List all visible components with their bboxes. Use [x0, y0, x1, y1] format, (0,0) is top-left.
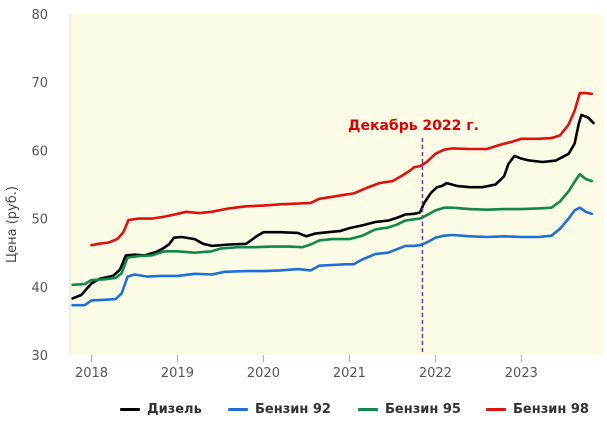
series-line-1 — [71, 206, 594, 307]
legend-swatch — [358, 408, 378, 411]
x-tick-label: 2022 — [419, 366, 452, 381]
legend-swatch — [120, 408, 140, 411]
y-tick-label: 30 — [31, 349, 48, 364]
legend-label: Бензин 98 — [513, 402, 589, 417]
x-axis-ticks: 2018 2019 2020 2021 2022 2023 — [75, 355, 538, 381]
y-axis-ticks: 30 40 50 60 70 80 — [31, 8, 48, 364]
series-line-3 — [90, 91, 594, 247]
series-line-0 — [71, 113, 595, 300]
series-line-2 — [71, 173, 594, 287]
y-tick-label: 80 — [31, 8, 48, 23]
legend-swatch — [486, 408, 506, 411]
legend-item-1: Бензин 92 — [228, 402, 331, 417]
x-tick-label: 2019 — [161, 366, 194, 381]
y-axis-label: Цена (руб.) — [5, 186, 20, 263]
x-tick-label: 2021 — [333, 366, 366, 381]
legend-item-0: Дизель — [120, 402, 202, 417]
legend-swatch — [228, 408, 248, 411]
y-tick-label: 60 — [31, 144, 48, 159]
legend-item-3: Бензин 98 — [486, 402, 589, 417]
y-tick-label: 50 — [31, 213, 48, 228]
y-tick-label: 40 — [31, 281, 48, 296]
y-tick-label: 70 — [31, 76, 48, 91]
legend-label: Бензин 95 — [385, 402, 461, 417]
plot-background — [70, 14, 603, 355]
legend-item-2: Бензин 95 — [358, 402, 461, 417]
x-tick-label: 2018 — [75, 366, 108, 381]
x-tick-label: 2020 — [247, 366, 280, 381]
series-lines — [71, 91, 595, 307]
legend-label: Бензин 92 — [255, 402, 331, 417]
legend-label: Дизель — [147, 402, 202, 417]
x-tick-label: 2023 — [505, 366, 538, 381]
legend: Дизель Бензин 92 Бензин 95 Бензин 98 — [0, 402, 607, 422]
annotation-label: Декабрь 2022 г. — [348, 118, 479, 134]
